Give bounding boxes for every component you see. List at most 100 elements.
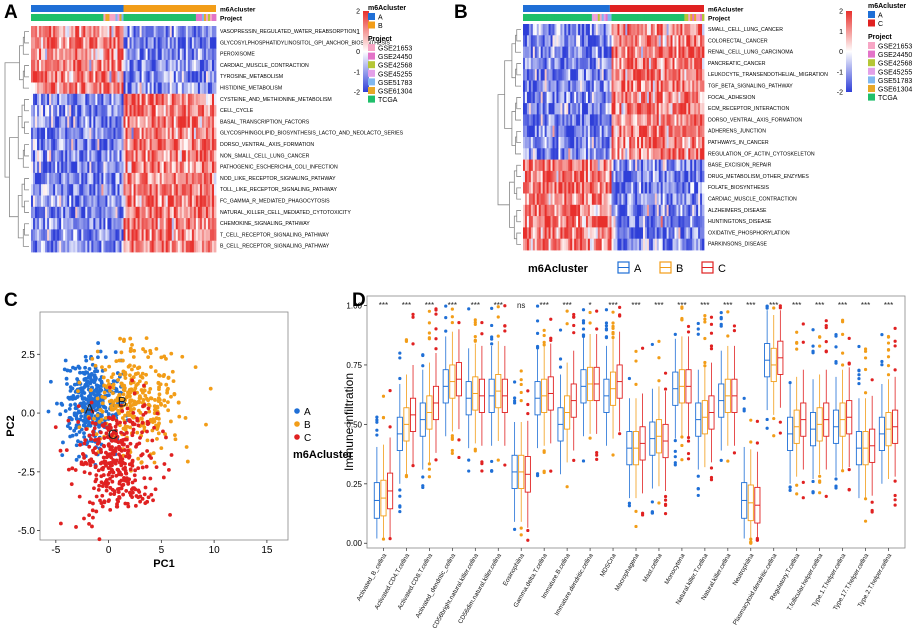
heatmap-cell [654, 103, 658, 115]
heatmap-cell [621, 125, 624, 138]
heatmap-cell [157, 206, 161, 219]
heatmap-cell [173, 150, 177, 162]
heatmap-cell [591, 24, 595, 36]
heatmap-cell [127, 59, 130, 72]
heatmap-cell [51, 48, 54, 61]
heatmap-cell [534, 227, 538, 240]
heatmap-cell [570, 91, 573, 104]
heatmap-cell [700, 103, 703, 115]
heatmap-cell [169, 59, 173, 72]
heatmap-cell [599, 216, 603, 228]
heatmap-cell [654, 193, 658, 206]
heatmap-cell [141, 184, 145, 196]
heatmap-cell [141, 59, 145, 72]
heatmap-cell [191, 195, 195, 208]
heatmap-cell [35, 116, 38, 129]
heatmap-cell [173, 195, 177, 208]
heatmap-cell [562, 125, 565, 138]
heatmap-cell [209, 195, 213, 208]
scatter-point-c [130, 378, 135, 383]
heatmap-cell [599, 148, 603, 160]
heatmap-cell [167, 82, 171, 95]
heatmap-cell [35, 195, 38, 208]
heatmap-cell [91, 127, 94, 140]
heatmap-cell [532, 114, 536, 127]
heatmap-cell [702, 103, 705, 115]
heatmap-cell [578, 91, 581, 104]
project-track-cell [35, 14, 38, 21]
heatmap-cell [562, 114, 565, 127]
heatmap-cell [538, 46, 542, 59]
project-track-cell [185, 14, 189, 21]
heatmap-cell [664, 57, 668, 70]
scatter-point-b [166, 408, 171, 413]
heatmap-cell [637, 227, 640, 240]
heatmap-cell [149, 127, 153, 140]
heatmap-cell [207, 206, 211, 219]
heatmap-cell [662, 80, 666, 93]
heatmap-cell [696, 227, 699, 240]
heatmap-cell [203, 139, 207, 151]
heatmap-cell [538, 182, 542, 194]
scatter-point-a [74, 432, 79, 437]
scatter-point-c [123, 448, 127, 453]
heatmap-cell [702, 137, 705, 149]
scatter-point-b [147, 409, 152, 414]
heatmap-cell [157, 48, 161, 61]
heatmap-cell [648, 80, 652, 93]
heatmap-cell [135, 184, 138, 196]
project-track-cell [139, 14, 142, 21]
scatter-point-c [104, 488, 109, 493]
heatmap-cell [45, 37, 48, 49]
heatmap-cell [85, 184, 88, 196]
heatmap-cell [633, 137, 636, 149]
heatmap-cell [607, 103, 610, 115]
heatmap-cell [53, 26, 56, 38]
heatmap-cell [31, 127, 34, 140]
heatmap-cell [668, 80, 671, 93]
heatmap-cell [41, 218, 44, 230]
heatmap-cell [639, 125, 642, 138]
scatter-point-b [95, 349, 100, 354]
scatter-point-b [163, 432, 167, 436]
heatmap-cell [105, 37, 108, 49]
project-track-cell [534, 14, 538, 21]
scatter-point-b [152, 419, 157, 424]
heatmap-cell [548, 57, 551, 70]
heatmap-cell [560, 103, 563, 115]
heatmap-cell [63, 184, 66, 196]
heatmap-cell [702, 216, 705, 228]
heatmap-cell [135, 71, 138, 83]
heatmap-cell [643, 137, 646, 149]
heatmap-cell [125, 116, 128, 129]
heatmap-cell [702, 159, 705, 172]
heatmap-cell [125, 218, 128, 230]
heatmap-cell [185, 82, 189, 95]
heatmap-cell [558, 137, 561, 149]
heatmap-cell [151, 218, 155, 230]
heatmap-cell [700, 227, 703, 240]
heatmap-cell [169, 206, 173, 219]
heatmap-cell [552, 216, 555, 228]
heatmap-cell [698, 69, 701, 81]
heatmap-cell [635, 125, 638, 138]
heatmap-cell [57, 240, 60, 253]
heatmap-cell [589, 182, 593, 194]
heatmap-cell [165, 172, 169, 185]
heatmap-cell [111, 105, 114, 117]
heatmap-cell [619, 80, 622, 93]
heatmap-cell [159, 161, 163, 174]
heatmap-cell [211, 127, 215, 140]
heatmap-cell [83, 93, 86, 106]
scatter-point-c [105, 435, 110, 439]
heatmap-cell [49, 59, 52, 72]
heatmap-cell [123, 161, 126, 174]
heatmap-cell [538, 216, 542, 228]
heatmap-cell [65, 48, 68, 61]
heatmap-cell [676, 125, 679, 138]
heatmap-cell [672, 24, 675, 36]
heatmap-cell [143, 240, 147, 253]
heatmap-cell [552, 35, 555, 47]
scatter-point-b [147, 390, 152, 395]
heatmap-cell [77, 48, 80, 61]
